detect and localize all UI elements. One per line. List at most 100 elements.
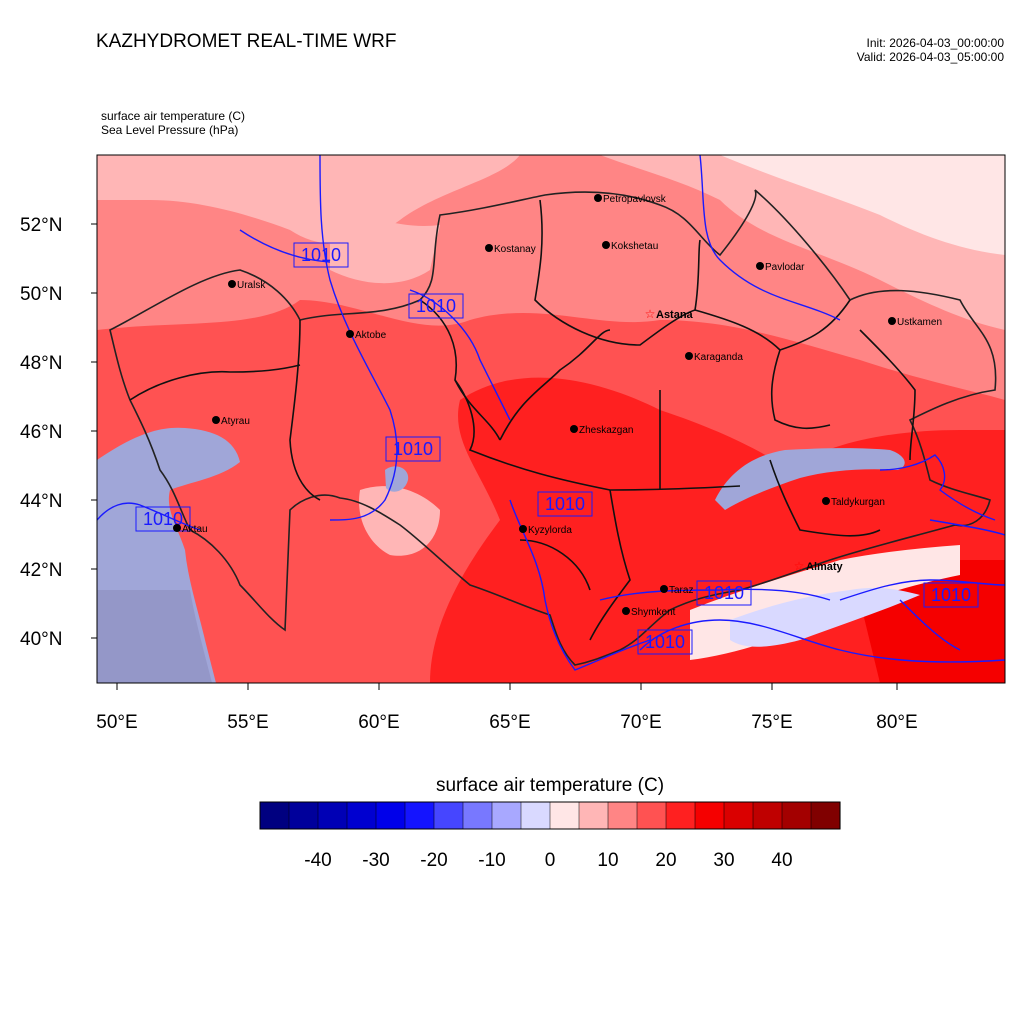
city-label-aktau: Aktau	[182, 524, 208, 535]
city-label-zheskazgan: Zheskazgan	[579, 425, 633, 436]
cold-zone-northeast	[720, 155, 1005, 255]
lon-label: 65°E	[489, 712, 530, 733]
city-dot-kyzylorda	[519, 525, 527, 533]
colorbar-swatch	[694, 801, 725, 830]
isobar-label-box	[293, 242, 349, 268]
colorbar	[259, 801, 841, 830]
cool-zone-north	[97, 155, 520, 244]
lon-label: 50°E	[96, 712, 137, 733]
city-dot-karaganda	[685, 352, 693, 360]
lat-label: 46°N	[20, 422, 62, 443]
isobar-label: 1010	[645, 632, 685, 652]
city-label-ustkamen: Ustkamen	[897, 317, 942, 328]
city-label-karaganda: Karaganda	[694, 352, 743, 363]
isobar-label: 1010	[545, 494, 585, 514]
cool-patch-central-north	[330, 200, 440, 284]
map-title: KAZHYDROMET REAL-TIME WRF	[96, 31, 397, 52]
colorbar-swatch	[723, 801, 754, 830]
variable-pressure: Sea Level Pressure (hPa)	[101, 123, 239, 137]
colorbar-swatch	[636, 801, 667, 830]
city-label-aktobe: Aktobe	[355, 330, 387, 341]
valid-time: Valid: 2026-04-03_05:00:00	[856, 50, 1004, 64]
isobar-label-box	[923, 582, 979, 608]
city-label-kokshetau: Kokshetau	[611, 241, 658, 252]
isobar-label: 1010	[931, 585, 971, 605]
colorbar-swatch	[317, 801, 348, 830]
colorbar-swatch	[288, 801, 319, 830]
colorbar-swatch	[259, 801, 290, 830]
colorbar-swatch	[520, 801, 551, 830]
city-label-petropavlovsk: Petropavlovsk	[603, 194, 667, 205]
city-label-uralsk: Uralsk	[237, 280, 266, 291]
lat-label: 42°N	[20, 560, 62, 581]
city-label-astana: Astana	[656, 309, 694, 321]
city-markers: Petropavlovsk Kostanay Kokshetau Pavloda…	[173, 194, 942, 618]
colorbar-tick: 0	[544, 850, 556, 871]
capital-star-icon: ☆	[645, 307, 656, 321]
kazakhstan-border	[109, 189, 997, 666]
lon-label: 75°E	[751, 712, 792, 733]
colorbar-swatch	[404, 801, 435, 830]
colorbar-swatch	[462, 801, 493, 830]
colorbar-tick: 40	[771, 850, 793, 871]
city-label-atyrau: Atyrau	[221, 416, 250, 427]
city-dot-aktau	[173, 524, 181, 532]
city-dot-kokshetau	[602, 241, 610, 249]
city-label-shymkent: Shymkent	[631, 607, 676, 618]
cool-patch-aral	[359, 486, 440, 556]
colorbar-swatch	[810, 801, 841, 830]
variable-labels: surface air temperature (C) Sea Level Pr…	[101, 109, 245, 137]
city-dot-aktobe	[346, 330, 354, 338]
city-label-kostanay: Kostanay	[494, 244, 536, 255]
isobar-label-box	[637, 629, 693, 655]
isobar-label-box	[408, 293, 464, 319]
colorbar-swatch	[665, 801, 696, 830]
isobar-lines	[97, 155, 1005, 671]
isobar-label: 1010	[143, 509, 183, 529]
city-dot-ustkamen	[888, 317, 896, 325]
city-dot-shymkent	[622, 607, 630, 615]
colorbar-swatch	[752, 801, 783, 830]
caspian-deep	[97, 590, 212, 683]
lat-label: 52°N	[20, 215, 62, 236]
city-dot-taraz	[660, 585, 668, 593]
lat-label: 50°N	[20, 284, 62, 305]
map-field: 1010 1010 1010 1010 1010 1010 1010 1010 …	[97, 155, 1005, 683]
isobar-label: 1010	[416, 296, 456, 316]
city-label-taraz: Taraz	[669, 585, 693, 596]
city-label-kyzylorda: Kyzylorda	[528, 525, 572, 536]
colorbar-tick: -30	[362, 850, 390, 871]
lake-balkhash	[715, 448, 905, 510]
lat-label: 44°N	[20, 491, 62, 512]
colorbar-swatch	[549, 801, 580, 830]
variable-temperature: surface air temperature (C)	[101, 109, 246, 123]
colorbar-swatch	[375, 801, 406, 830]
colorbar-tick: -40	[304, 850, 332, 871]
colorbar-swatch	[433, 801, 464, 830]
run-time-info: Init: 2026-04-03_00:00:00 Valid: 2026-04…	[857, 36, 1004, 64]
city-dot-pavlodar	[756, 262, 764, 270]
colorbar-tick: -20	[420, 850, 448, 871]
colorbar-swatch	[578, 801, 609, 830]
lat-label: 40°N	[20, 629, 62, 650]
isobar-label-box	[696, 580, 752, 606]
isobar-labels: 1010 1010 1010 1010 1010 1010 1010 1010	[135, 242, 979, 655]
colorbar-swatch	[346, 801, 377, 830]
isobar-label-box	[135, 506, 191, 532]
oblast-borders	[129, 199, 916, 641]
capital-star-icon: ☆	[794, 559, 805, 573]
colorbar-tick: 30	[713, 850, 735, 871]
city-dot-petropavlovsk	[594, 194, 602, 202]
axis-ticks	[91, 223, 898, 690]
isobar-label-box	[537, 491, 593, 517]
colorbar-swatch	[607, 801, 638, 830]
colorbar-tick: 10	[597, 850, 619, 871]
isobar-label-box	[385, 436, 441, 462]
city-dot-atyrau	[212, 416, 220, 424]
colorbar-frame	[259, 801, 841, 830]
city-label-almaty: Almaty	[806, 561, 844, 573]
city-dot-uralsk	[228, 280, 236, 288]
lon-label: 55°E	[227, 712, 268, 733]
isobar-label: 1010	[704, 583, 744, 603]
